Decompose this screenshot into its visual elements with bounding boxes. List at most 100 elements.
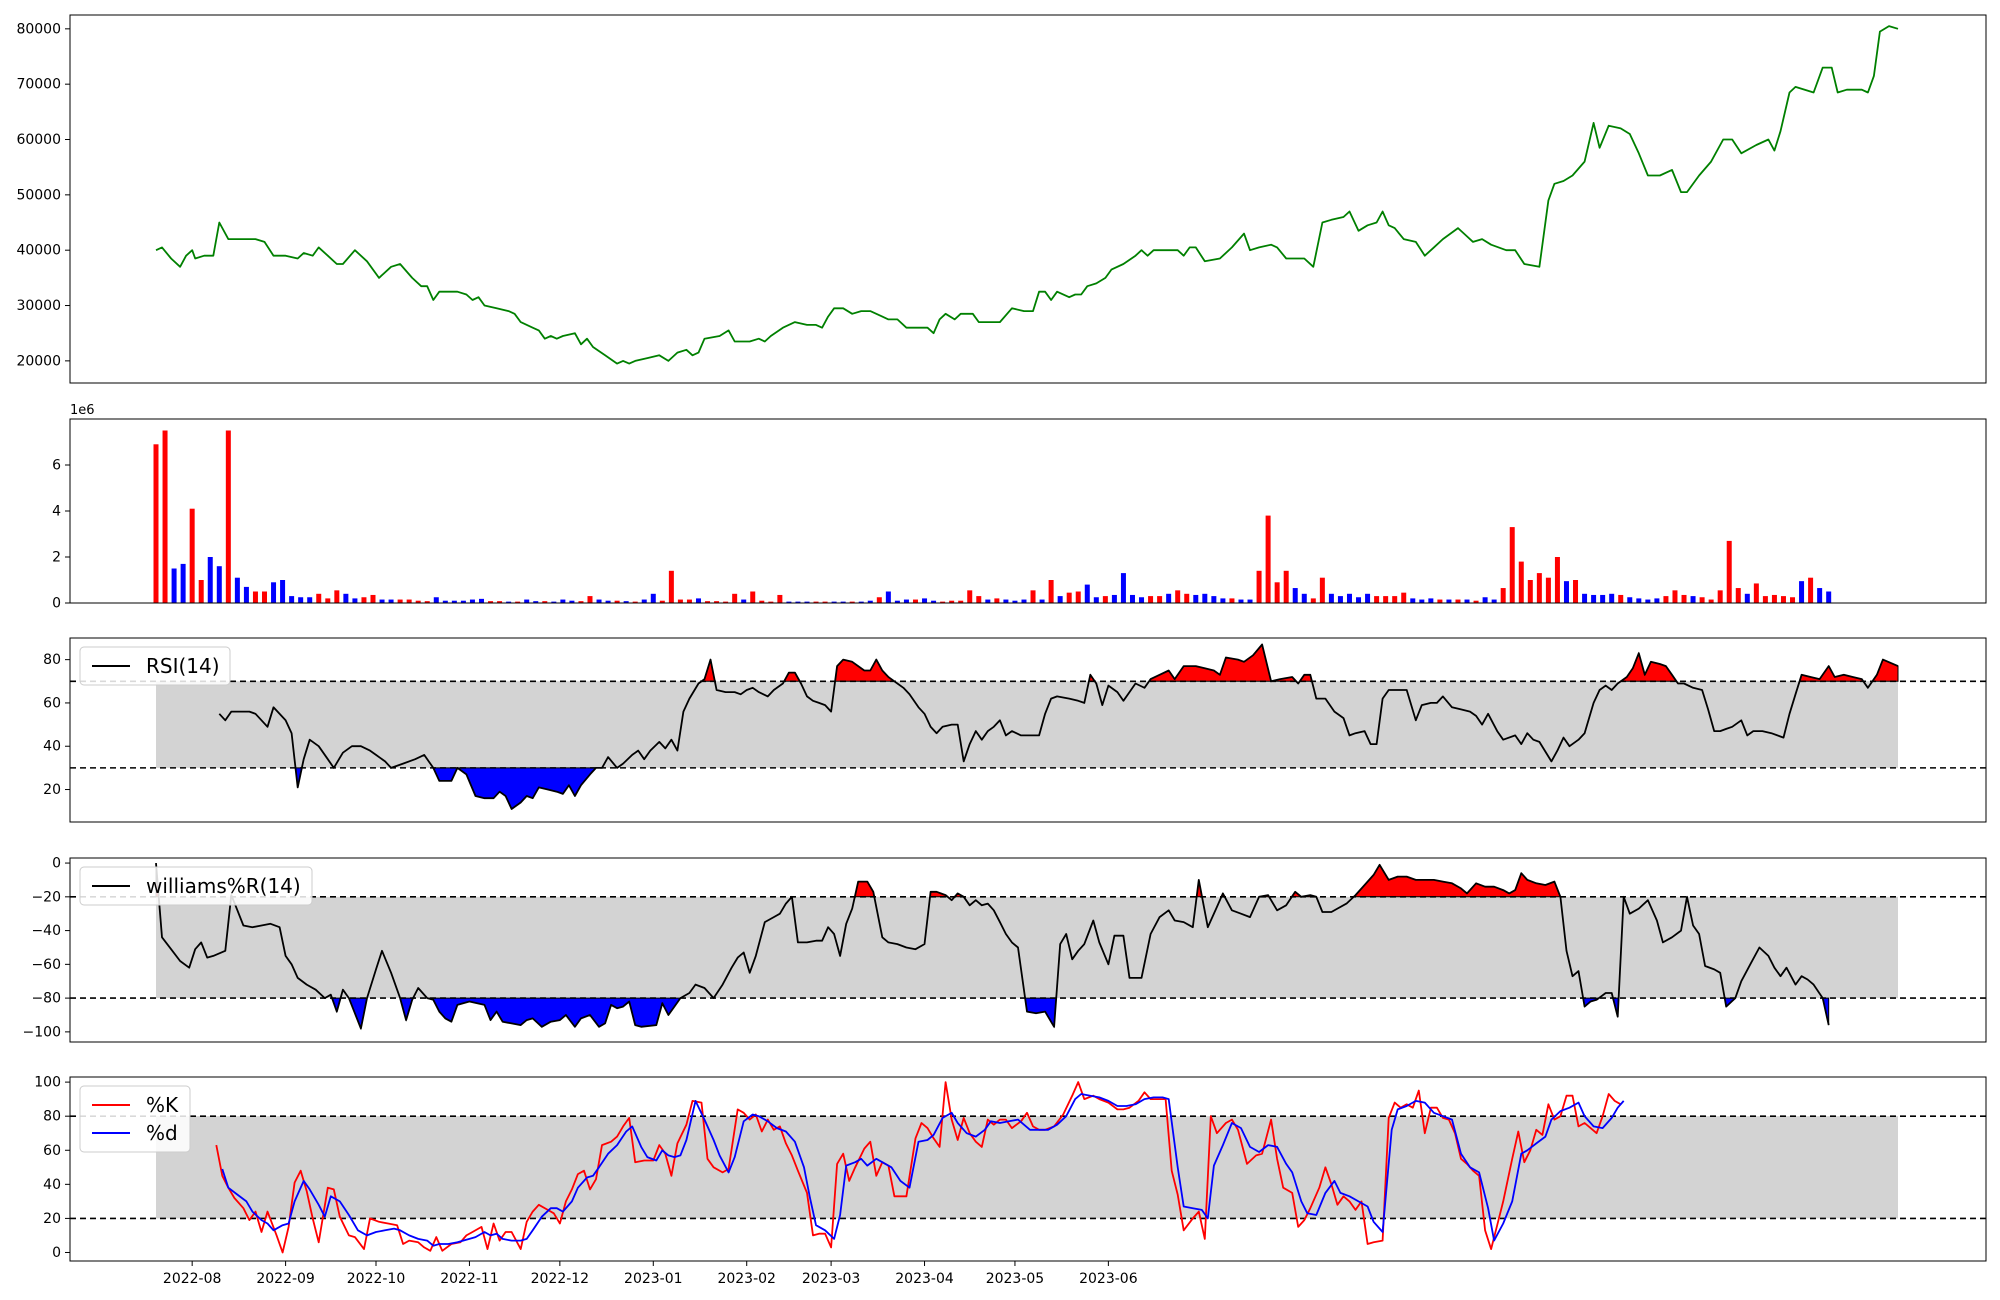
volume-bar bbox=[1482, 597, 1488, 603]
legend-label: RSI(14) bbox=[146, 654, 220, 678]
neutral-band bbox=[156, 896, 1898, 999]
volume-bar bbox=[876, 597, 882, 603]
volume-panel: 1e6 0 2 4 6 bbox=[52, 403, 1987, 612]
volume-bar bbox=[650, 593, 656, 603]
volume-bar bbox=[1247, 599, 1253, 603]
volume-bar bbox=[460, 600, 466, 603]
y-tick-label: 100 bbox=[34, 1075, 61, 1091]
volume-bar bbox=[1392, 596, 1398, 603]
axes-frame bbox=[69, 637, 1987, 823]
volume-bar bbox=[1374, 596, 1380, 603]
volume-bar bbox=[1780, 596, 1786, 603]
volume-bar bbox=[1175, 590, 1181, 603]
volume-bar bbox=[280, 580, 286, 603]
volume-bar bbox=[1066, 592, 1072, 603]
rsi-panel: 20 40 60 80 RSI(14) bbox=[43, 637, 1987, 823]
volume-bar bbox=[1771, 594, 1777, 603]
volume-bar bbox=[515, 601, 521, 603]
x-tick-label: 2022-08 bbox=[163, 1271, 222, 1287]
volume-bar bbox=[1319, 577, 1325, 603]
volume-bar bbox=[1084, 584, 1090, 603]
volume-bar bbox=[1690, 596, 1696, 603]
x-tick-label: 2023-04 bbox=[895, 1271, 954, 1287]
volume-bar bbox=[1157, 596, 1163, 603]
axes-frame bbox=[69, 1076, 1987, 1262]
volume-bar bbox=[289, 596, 295, 603]
volume-bar bbox=[967, 590, 973, 603]
x-tick-label: 2022-09 bbox=[256, 1271, 315, 1287]
volume-bar bbox=[1573, 580, 1579, 603]
y-tick-label: 70000 bbox=[16, 77, 61, 93]
overbought-fill bbox=[1798, 665, 1865, 682]
y-tick-label: 6 bbox=[52, 458, 61, 474]
volume-bar bbox=[560, 599, 566, 603]
axes-frame bbox=[69, 14, 1987, 384]
volume-bar bbox=[180, 563, 186, 603]
volume-bar bbox=[1310, 598, 1316, 603]
volume-bar bbox=[1500, 588, 1506, 603]
volume-bar bbox=[379, 599, 385, 603]
volume-bar bbox=[677, 599, 683, 603]
volume-bar bbox=[587, 596, 593, 603]
x-tick-label: 2023-03 bbox=[802, 1271, 861, 1287]
volume-bar bbox=[1609, 593, 1615, 603]
volume-bar bbox=[397, 599, 403, 603]
volume-bar bbox=[623, 601, 629, 603]
volume-bar bbox=[1473, 600, 1479, 603]
y-tick-label: 0 bbox=[52, 1245, 61, 1261]
volume-bar bbox=[1681, 594, 1687, 603]
volume-bar bbox=[1527, 580, 1533, 603]
volume-bar bbox=[1202, 593, 1208, 603]
series-line bbox=[221, 1093, 1625, 1247]
volume-bar bbox=[225, 430, 231, 603]
volume-bar bbox=[686, 599, 692, 603]
volume-bar bbox=[795, 601, 801, 603]
y-tick-label: −60 bbox=[31, 957, 61, 973]
volume-bar bbox=[171, 568, 177, 603]
volume-bar bbox=[1663, 596, 1669, 603]
volume-bar bbox=[768, 601, 774, 603]
volume-bar bbox=[162, 430, 168, 603]
y-tick-label: 50000 bbox=[16, 187, 61, 203]
volume-bar bbox=[1057, 596, 1063, 603]
volume-bar bbox=[1437, 599, 1443, 603]
volume-bar bbox=[1410, 598, 1416, 603]
volume-bar bbox=[1491, 599, 1497, 603]
volume-bar bbox=[1030, 590, 1036, 603]
axes-frame bbox=[69, 857, 1987, 1043]
volume-bar bbox=[1301, 593, 1307, 603]
volume-bar bbox=[1672, 590, 1678, 603]
volume-bar bbox=[325, 598, 331, 603]
volume-bar bbox=[1790, 597, 1796, 603]
volume-bar bbox=[695, 598, 701, 603]
y-tick-label: 4 bbox=[52, 504, 61, 520]
volume-bar bbox=[261, 591, 267, 603]
volume-bar bbox=[705, 601, 711, 603]
y-tick-label: 40000 bbox=[16, 243, 61, 259]
volume-bar bbox=[949, 600, 955, 603]
volume-bar bbox=[1256, 570, 1262, 603]
legend-label: williams%R(14) bbox=[146, 874, 301, 898]
series-line bbox=[218, 643, 1899, 810]
volume-bar bbox=[1093, 597, 1099, 603]
volume-bar bbox=[1337, 596, 1343, 603]
y-tick-label: 2 bbox=[52, 550, 61, 566]
volume-bar bbox=[1238, 599, 1244, 603]
volume-bar bbox=[1762, 596, 1768, 603]
volume-bar bbox=[1554, 557, 1560, 603]
y-tick-label: 60 bbox=[43, 1143, 61, 1159]
x-tick-label: 2023-06 bbox=[1079, 1271, 1138, 1287]
volume-bar bbox=[542, 601, 548, 603]
volume-bar bbox=[569, 600, 575, 603]
volume-bar bbox=[1003, 599, 1009, 603]
series-line bbox=[155, 863, 1830, 1030]
volume-bar bbox=[1148, 596, 1154, 603]
volume-bar bbox=[298, 597, 304, 603]
volume-bar bbox=[1184, 593, 1190, 603]
y-tick-label: 60000 bbox=[16, 132, 61, 148]
volume-bar bbox=[1518, 561, 1524, 603]
volume-bar bbox=[940, 601, 946, 603]
volume-bar bbox=[415, 600, 421, 603]
volume-bar bbox=[1708, 599, 1714, 603]
volume-bar bbox=[1211, 596, 1217, 603]
